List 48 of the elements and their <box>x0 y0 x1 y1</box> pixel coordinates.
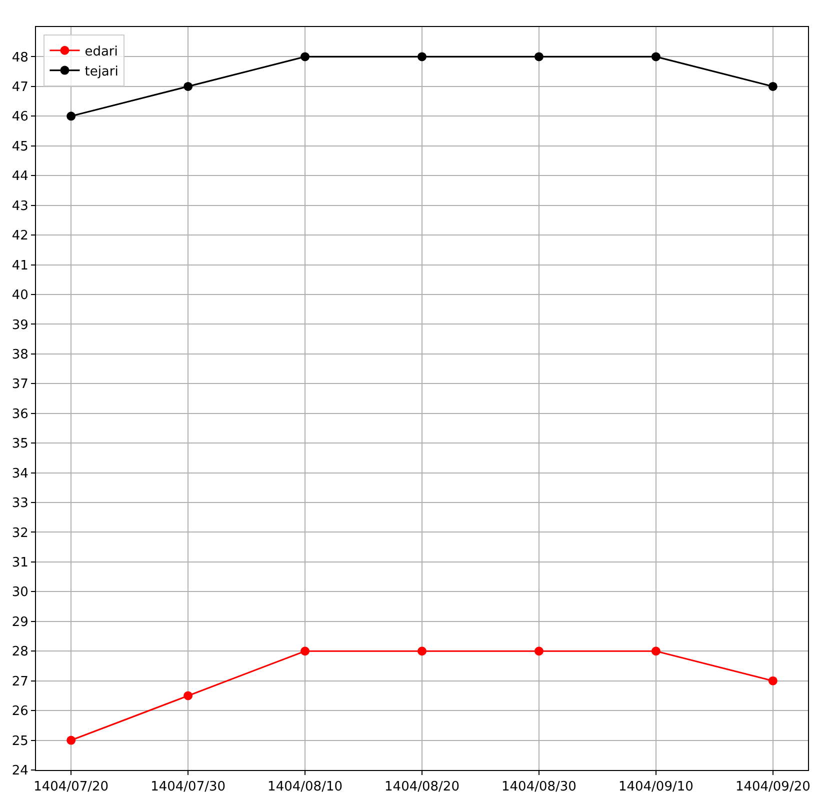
y-tick-label: 24 <box>12 764 28 779</box>
y-tick-label: 30 <box>12 585 28 600</box>
y-tick-label: 25 <box>12 734 28 749</box>
y-tick-label: 47 <box>12 80 28 95</box>
x-tick-label: 1404/08/20 <box>384 780 460 795</box>
y-tick-label: 43 <box>12 198 28 214</box>
point <box>66 112 76 121</box>
point <box>534 646 544 656</box>
legend-label: tejari <box>84 64 118 80</box>
y-tick-label: 40 <box>12 288 28 304</box>
point <box>651 646 660 656</box>
x-tick-label: 1404/07/30 <box>150 780 226 795</box>
y-tick-label: 45 <box>12 139 28 154</box>
y-tick-label: 31 <box>12 556 28 571</box>
y-tick-label: 48 <box>12 50 28 66</box>
x-tick-label: 1404/08/30 <box>502 780 576 795</box>
y-tick-label: 34 <box>12 466 28 482</box>
y-tick-label: 37 <box>12 377 28 392</box>
point <box>651 52 660 62</box>
point <box>768 82 778 91</box>
y-tick-label: 27 <box>12 674 28 690</box>
point <box>184 691 193 700</box>
y-tick-label: 32 <box>12 526 28 541</box>
y-tick-label: 33 <box>12 496 28 512</box>
y-tick-label: 38 <box>12 347 28 362</box>
x-tick-label: 1404/07/20 <box>34 780 109 795</box>
y-tick-label: 41 <box>12 258 28 274</box>
point <box>768 676 778 686</box>
point <box>418 52 426 62</box>
y-tick-label: 39 <box>12 318 28 333</box>
x-tick-label: 1404/08/10 <box>268 780 342 795</box>
point <box>66 736 76 745</box>
x-tick-label: 1404/09/10 <box>618 780 694 795</box>
point <box>184 82 193 91</box>
point <box>534 52 544 62</box>
y-tick-label: 44 <box>12 169 28 184</box>
point <box>418 646 426 656</box>
point <box>300 646 310 656</box>
y-tick-label: 36 <box>12 406 28 422</box>
y-tick-label: 42 <box>12 228 28 244</box>
y-tick-label: 29 <box>12 614 28 630</box>
legend-label: edari <box>84 44 118 60</box>
point <box>300 52 310 62</box>
y-tick-label: 26 <box>12 704 28 720</box>
y-tick-label: 46 <box>12 110 28 125</box>
y-tick-label: 28 <box>12 644 28 660</box>
x-tick-label: 1404/09/20 <box>735 780 810 795</box>
y-tick-label: 35 <box>12 436 28 452</box>
